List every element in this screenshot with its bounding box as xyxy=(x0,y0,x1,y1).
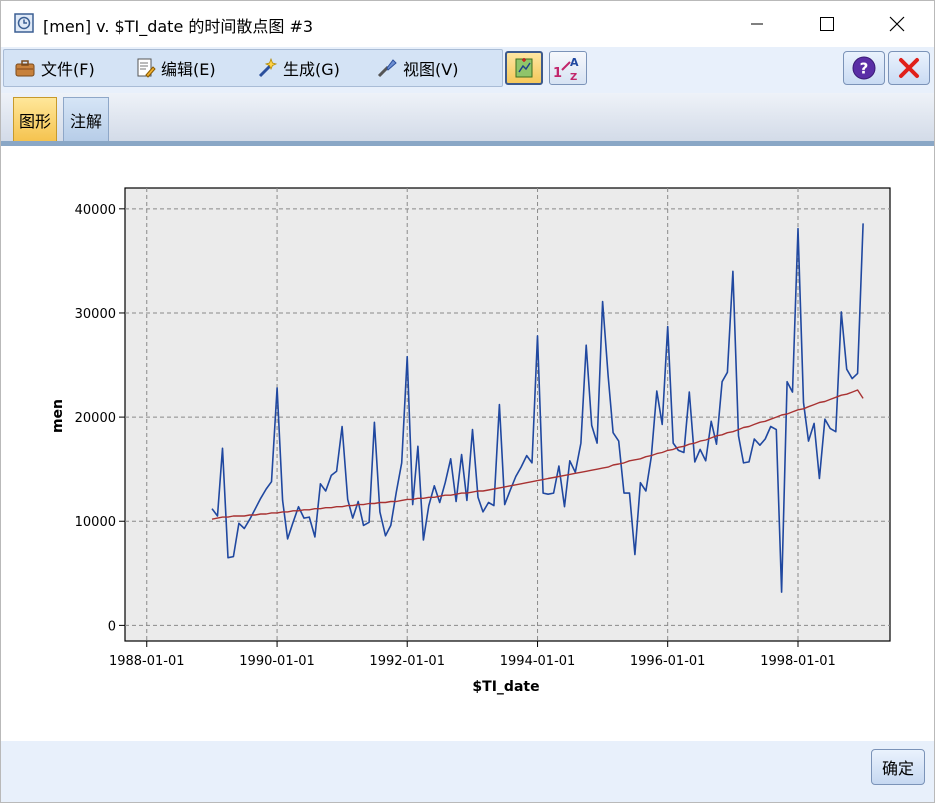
x-tick-label: 1990-01-01 xyxy=(239,654,315,669)
x-tick-label: 1998-01-01 xyxy=(760,654,836,669)
svg-text:Z: Z xyxy=(570,72,577,83)
app-icon xyxy=(14,13,34,33)
window-title: [men] v. $TI_date 的时间散点图 #3 xyxy=(43,17,314,36)
toolbar: 文件(F) 编辑(E) 生成(G) xyxy=(1,47,934,93)
tab-strip: 图形 注解 xyxy=(1,93,934,141)
y-tick-label: 0 xyxy=(108,619,116,634)
toolbar-close-button[interactable] xyxy=(888,51,930,85)
svg-text:1: 1 xyxy=(553,66,562,81)
chart-area: 0 10000 20000 30000 40000 1988-01-01 1990-01-0… xyxy=(1,146,934,741)
y-tick-label: 40000 xyxy=(75,203,116,218)
window-close-button[interactable] xyxy=(874,1,920,47)
svg-text:?: ? xyxy=(860,60,869,78)
x-tick-label: 1988-01-01 xyxy=(109,654,185,669)
help-icon: ? xyxy=(852,56,876,80)
x-tick-label: 1996-01-01 xyxy=(630,654,706,669)
briefcase-icon xyxy=(15,60,35,77)
menu-view[interactable]: 视图(V) xyxy=(376,50,458,86)
menu-view-label: 视图(V) xyxy=(403,60,459,79)
ok-button[interactable]: 确定 xyxy=(871,749,925,785)
trend-line xyxy=(211,389,864,520)
menu-bar: 文件(F) 编辑(E) 生成(G) xyxy=(3,49,503,87)
menu-file[interactable]: 文件(F) xyxy=(14,50,95,86)
close-x-icon xyxy=(899,58,919,78)
close-icon xyxy=(889,16,905,32)
y-tick-label: 10000 xyxy=(75,515,116,530)
generate-wand-icon xyxy=(258,57,278,78)
y-axis-label: men xyxy=(50,399,66,433)
plot-background xyxy=(124,187,891,642)
title-bar: [men] v. $TI_date 的时间散点图 #3 xyxy=(1,1,934,47)
svg-text:A: A xyxy=(570,56,579,69)
sort-button[interactable]: 1 A Z xyxy=(549,51,587,85)
y-tick-label: 30000 xyxy=(75,307,116,322)
tab-divider xyxy=(1,141,934,146)
y-tick-label: 20000 xyxy=(75,411,116,426)
menu-edit-label: 编辑(E) xyxy=(161,60,216,79)
footer-bar: 确定 xyxy=(1,741,934,802)
men-series-line xyxy=(211,223,864,593)
help-button[interactable]: ? xyxy=(843,51,885,85)
menu-edit[interactable]: 编辑(E) xyxy=(134,50,216,86)
sort-icon: 1 A Z xyxy=(553,56,579,83)
x-axis-label: $TI_date xyxy=(472,679,539,695)
add-graph-button[interactable] xyxy=(505,51,543,85)
edit-document-icon xyxy=(137,58,156,78)
maximize-button[interactable] xyxy=(804,1,850,47)
minimize-button[interactable] xyxy=(734,1,780,47)
minimize-icon xyxy=(751,23,763,25)
time-plot-chart: 0 10000 20000 30000 40000 1988-01-01 1990-01-0… xyxy=(50,187,891,695)
menu-generate[interactable]: 生成(G) xyxy=(256,50,340,86)
menu-generate-label: 生成(G) xyxy=(283,60,340,79)
maximize-icon xyxy=(820,17,834,31)
view-brush-icon xyxy=(377,59,397,78)
add-graph-icon xyxy=(515,58,533,78)
tab-annotations[interactable]: 注解 xyxy=(63,97,109,141)
tab-graph[interactable]: 图形 xyxy=(13,97,57,141)
x-tick-label: 1992-01-01 xyxy=(369,654,445,669)
menu-file-label: 文件(F) xyxy=(41,60,95,79)
x-tick-label: 1994-01-01 xyxy=(500,654,576,669)
